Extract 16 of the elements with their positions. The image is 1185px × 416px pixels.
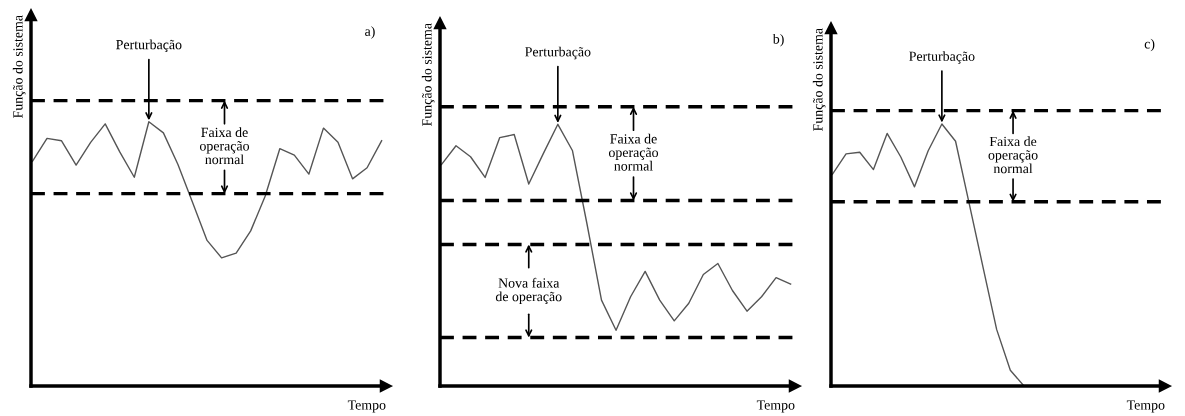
chart-title: a) [365, 26, 375, 39]
x-axis-title: Tempo [347, 400, 386, 413]
text: Perturbação [116, 39, 182, 53]
x-axis-title: Tempo [756, 400, 795, 413]
x-axis-title: Tempo [1126, 400, 1165, 413]
text: Perturbação [525, 46, 591, 60]
annotation: Nova faixa de operação [495, 277, 562, 305]
y-axis-title: Função do sistema [812, 28, 826, 131]
chart-title: c) [1144, 38, 1155, 52]
annotation: Faixa de operação normal [199, 127, 250, 165]
annotation: Faixa de operação normal [608, 133, 659, 171]
annotation: Faixa de operação normal [988, 136, 1038, 174]
y-axis-title: Função do sistema [12, 15, 26, 118]
chart-title: b) [772, 33, 784, 47]
text: Perturbação [909, 51, 975, 64]
y-axis-title: Função do sistema [421, 23, 435, 126]
